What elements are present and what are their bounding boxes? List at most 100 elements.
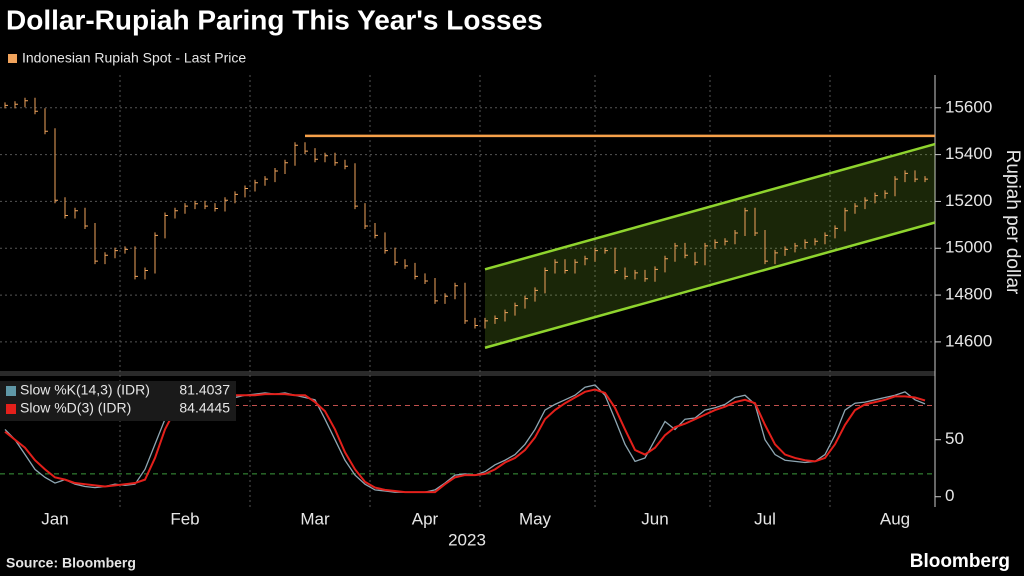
- price-bar: [534, 287, 538, 302]
- price-bar: [314, 148, 318, 163]
- price-bar: [514, 302, 518, 316]
- y-tick-label: 14800: [945, 285, 992, 304]
- price-bar: [464, 282, 468, 324]
- price-bar: [914, 170, 918, 183]
- legend-swatch: [6, 404, 16, 414]
- price-bar: [834, 225, 838, 239]
- price-bar: [754, 207, 758, 237]
- x-tick-label: Apr: [412, 509, 439, 528]
- price-bar: [254, 179, 258, 192]
- y-tick-label: 15600: [945, 97, 992, 116]
- price-bar: [204, 200, 208, 210]
- price-bar: [624, 267, 628, 280]
- price-bar: [444, 293, 448, 304]
- price-bar: [274, 167, 278, 183]
- price-bar: [744, 207, 748, 237]
- price-bar: [364, 203, 368, 230]
- price-bar: [774, 249, 778, 265]
- x-tick-label: Aug: [880, 509, 910, 528]
- price-bar: [634, 269, 638, 280]
- price-bar: [374, 223, 378, 239]
- separator: [0, 371, 935, 376]
- price-bar: [164, 212, 168, 239]
- price-bar: [74, 207, 78, 219]
- price-bar: [414, 262, 418, 280]
- price-bar: [404, 259, 408, 269]
- legend-label: Slow %D(3) (IDR): [20, 400, 131, 416]
- price-bar: [124, 246, 128, 254]
- price-bar: [704, 242, 708, 266]
- price-bar: [114, 247, 118, 259]
- price-bar: [814, 238, 818, 246]
- price-bar: [894, 176, 898, 197]
- price-bar: [334, 152, 338, 166]
- price-bar: [394, 247, 398, 266]
- x-tick-label: Jun: [641, 509, 668, 528]
- price-bar: [854, 203, 858, 214]
- price-bar: [304, 142, 308, 155]
- price-bar: [354, 163, 358, 210]
- price-bar: [234, 191, 238, 204]
- price-bar: [604, 247, 608, 254]
- y-tick-label: 15400: [945, 144, 992, 163]
- x-tick-label: Jul: [754, 509, 776, 528]
- price-bar: [294, 142, 298, 166]
- price-bar: [434, 278, 438, 304]
- channel-upper: [484, 142, 936, 271]
- price-bar: [84, 207, 88, 230]
- price-bar: [224, 197, 228, 212]
- price-bar: [454, 282, 458, 300]
- price-bar: [14, 101, 18, 109]
- price-bar: [904, 170, 908, 183]
- price-bar: [664, 255, 668, 273]
- chart-title: Dollar-Rupiah Paring This Year's Losses: [6, 4, 543, 35]
- price-bar: [644, 269, 648, 282]
- price-bar: [424, 273, 428, 285]
- y-tick-label: 15000: [945, 238, 992, 257]
- x-tick-label: Feb: [170, 509, 199, 528]
- legend-swatch: [6, 386, 16, 396]
- price-bar: [184, 203, 188, 214]
- price-bar: [784, 246, 788, 256]
- price-bar: [4, 102, 8, 109]
- price-bar: [384, 232, 388, 254]
- price-bar: [94, 223, 98, 265]
- price-bar: [214, 203, 218, 212]
- y-tick-label: 50: [945, 429, 964, 448]
- price-bar: [54, 128, 58, 204]
- price-bar: [194, 200, 198, 210]
- price-bar: [714, 239, 718, 249]
- price-bar: [674, 242, 678, 262]
- price-bar: [494, 315, 498, 324]
- price-bar: [864, 197, 868, 210]
- legend-value: 84.4445: [179, 400, 230, 416]
- y-tick-label: 0: [945, 486, 954, 505]
- price-bar: [484, 317, 488, 329]
- price-bar: [154, 232, 158, 274]
- price-bar: [174, 207, 178, 219]
- source: Source: Bloomberg: [6, 555, 136, 571]
- line-series: [4, 384, 926, 493]
- price-bar: [474, 317, 478, 329]
- price-bar: [844, 207, 848, 232]
- legend-swatch: [8, 54, 17, 63]
- price-bar: [144, 267, 148, 280]
- price-bar: [594, 247, 598, 262]
- price-bar: [874, 192, 878, 204]
- y-tick-label: 15200: [945, 191, 992, 210]
- price-bar: [44, 108, 48, 135]
- y-tick-label: 14600: [945, 331, 992, 350]
- x-tick-label: Mar: [300, 509, 330, 528]
- channel-lower: [484, 221, 936, 349]
- price-bar: [694, 252, 698, 266]
- legend-label: Indonesian Rupiah Spot - Last Price: [22, 50, 246, 66]
- channel-fill: [485, 144, 935, 348]
- price-bar: [724, 238, 728, 246]
- price-bar: [24, 97, 28, 108]
- price-bar: [684, 242, 688, 259]
- price-bar: [584, 255, 588, 266]
- price-bar: [34, 97, 38, 115]
- price-bar: [734, 230, 738, 245]
- price-bar: [554, 259, 558, 274]
